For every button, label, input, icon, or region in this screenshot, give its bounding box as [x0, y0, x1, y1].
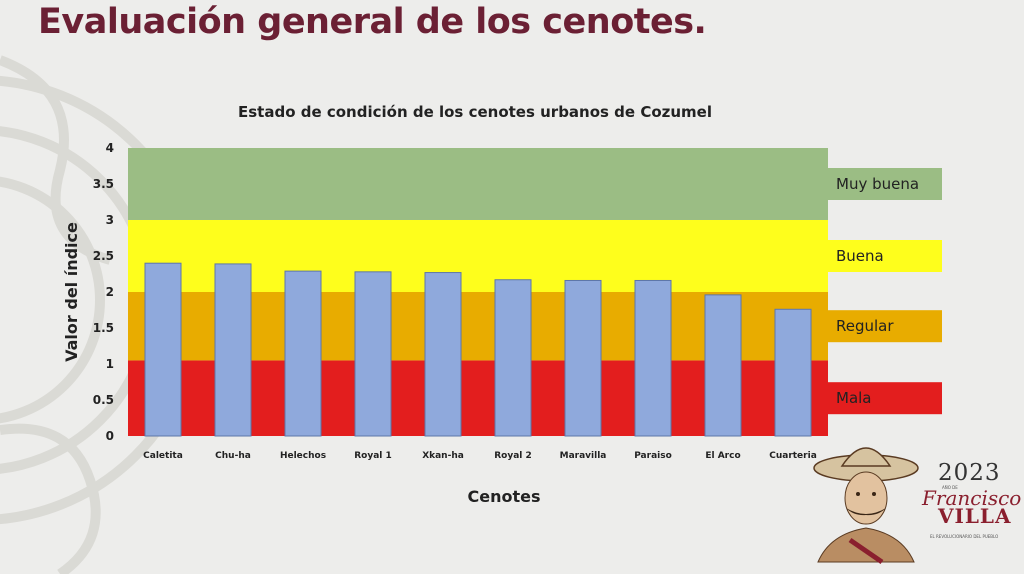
logo-name-villa: VILLA [938, 504, 1012, 528]
x-tick-label: Xkan-ha [422, 451, 464, 461]
x-tick-label: Chu-ha [215, 451, 251, 461]
bar-paraiso [634, 279, 672, 437]
band-label-box-mala [828, 382, 942, 415]
bar-el-arco [704, 294, 742, 437]
y-tick-label: 3 [106, 213, 114, 227]
band-label-muy-buena: Muy buena [836, 175, 919, 193]
y-tick-label: 1 [106, 357, 114, 371]
x-tick-label: Royal 2 [494, 451, 532, 461]
x-tick-label: Helechos [280, 451, 326, 461]
x-tick-label: El Arco [705, 451, 740, 461]
slide-title: Evaluación general de los cenotes. [38, 2, 707, 42]
y-tick-labels: 0 0.5 1 1.5 2 2.5 3 3.5 4 [93, 141, 114, 443]
bar-chu-ha [214, 263, 252, 437]
logo-name-francisco: Francisco [922, 486, 1022, 510]
band-muy-buena [128, 148, 828, 220]
bar-helechos [284, 270, 322, 437]
band-label-box-regular [828, 310, 942, 343]
band-label-buena: Buena [836, 247, 884, 265]
logo-year: 2023 [938, 460, 1001, 486]
y-tick-label: 1.5 [93, 321, 114, 335]
x-tick-labels: Caletita Chu-ha Helechos Royal 1 Xkan-ha Roya… [143, 451, 817, 461]
bar-royal-1 [354, 271, 392, 437]
bar-cuarteria [774, 308, 812, 437]
logo-motto: EL REVOLUCIONARIO DEL PUEBLO [930, 534, 999, 539]
band-label-box-muy-buena [828, 168, 942, 200]
francisco-villa-portrait [813, 447, 919, 565]
x-tick-label: Paraiso [634, 451, 672, 461]
bar-maravilla [564, 279, 602, 437]
band-label-mala: Mala [836, 389, 872, 407]
x-tick-label: Maravilla [560, 451, 607, 461]
chart-title: Estado de condición de los cenotes urban… [238, 103, 712, 121]
y-tick-label: 2 [106, 285, 114, 299]
band-label-regular: Regular [836, 317, 894, 335]
band-labels: Mala Regular Buena Muy buena [828, 168, 942, 415]
bar-caletita [144, 262, 182, 437]
y-tick-label: 0 [106, 429, 114, 443]
bars [144, 262, 812, 437]
bar-royal-2 [494, 279, 532, 437]
y-axis-label: Valor del índice [62, 222, 81, 362]
y-tick-label: 2.5 [93, 249, 114, 263]
x-axis-label: Cenotes [468, 487, 541, 506]
x-tick-label: Cuarteria [769, 451, 817, 461]
y-tick-label: 4 [106, 141, 114, 155]
logo-year-sub: AÑO DE [942, 485, 958, 490]
x-tick-label: Royal 1 [354, 451, 392, 461]
y-tick-label: 3.5 [93, 177, 114, 191]
x-tick-label: Caletita [143, 451, 183, 461]
anniversary-logo: 2023 AÑO DE Francisco VILLA EL REVOLUCIO… [810, 432, 1024, 572]
y-tick-label: 0.5 [93, 393, 114, 407]
bar-xkan-ha [424, 272, 462, 437]
band-label-box-buena [828, 240, 942, 272]
